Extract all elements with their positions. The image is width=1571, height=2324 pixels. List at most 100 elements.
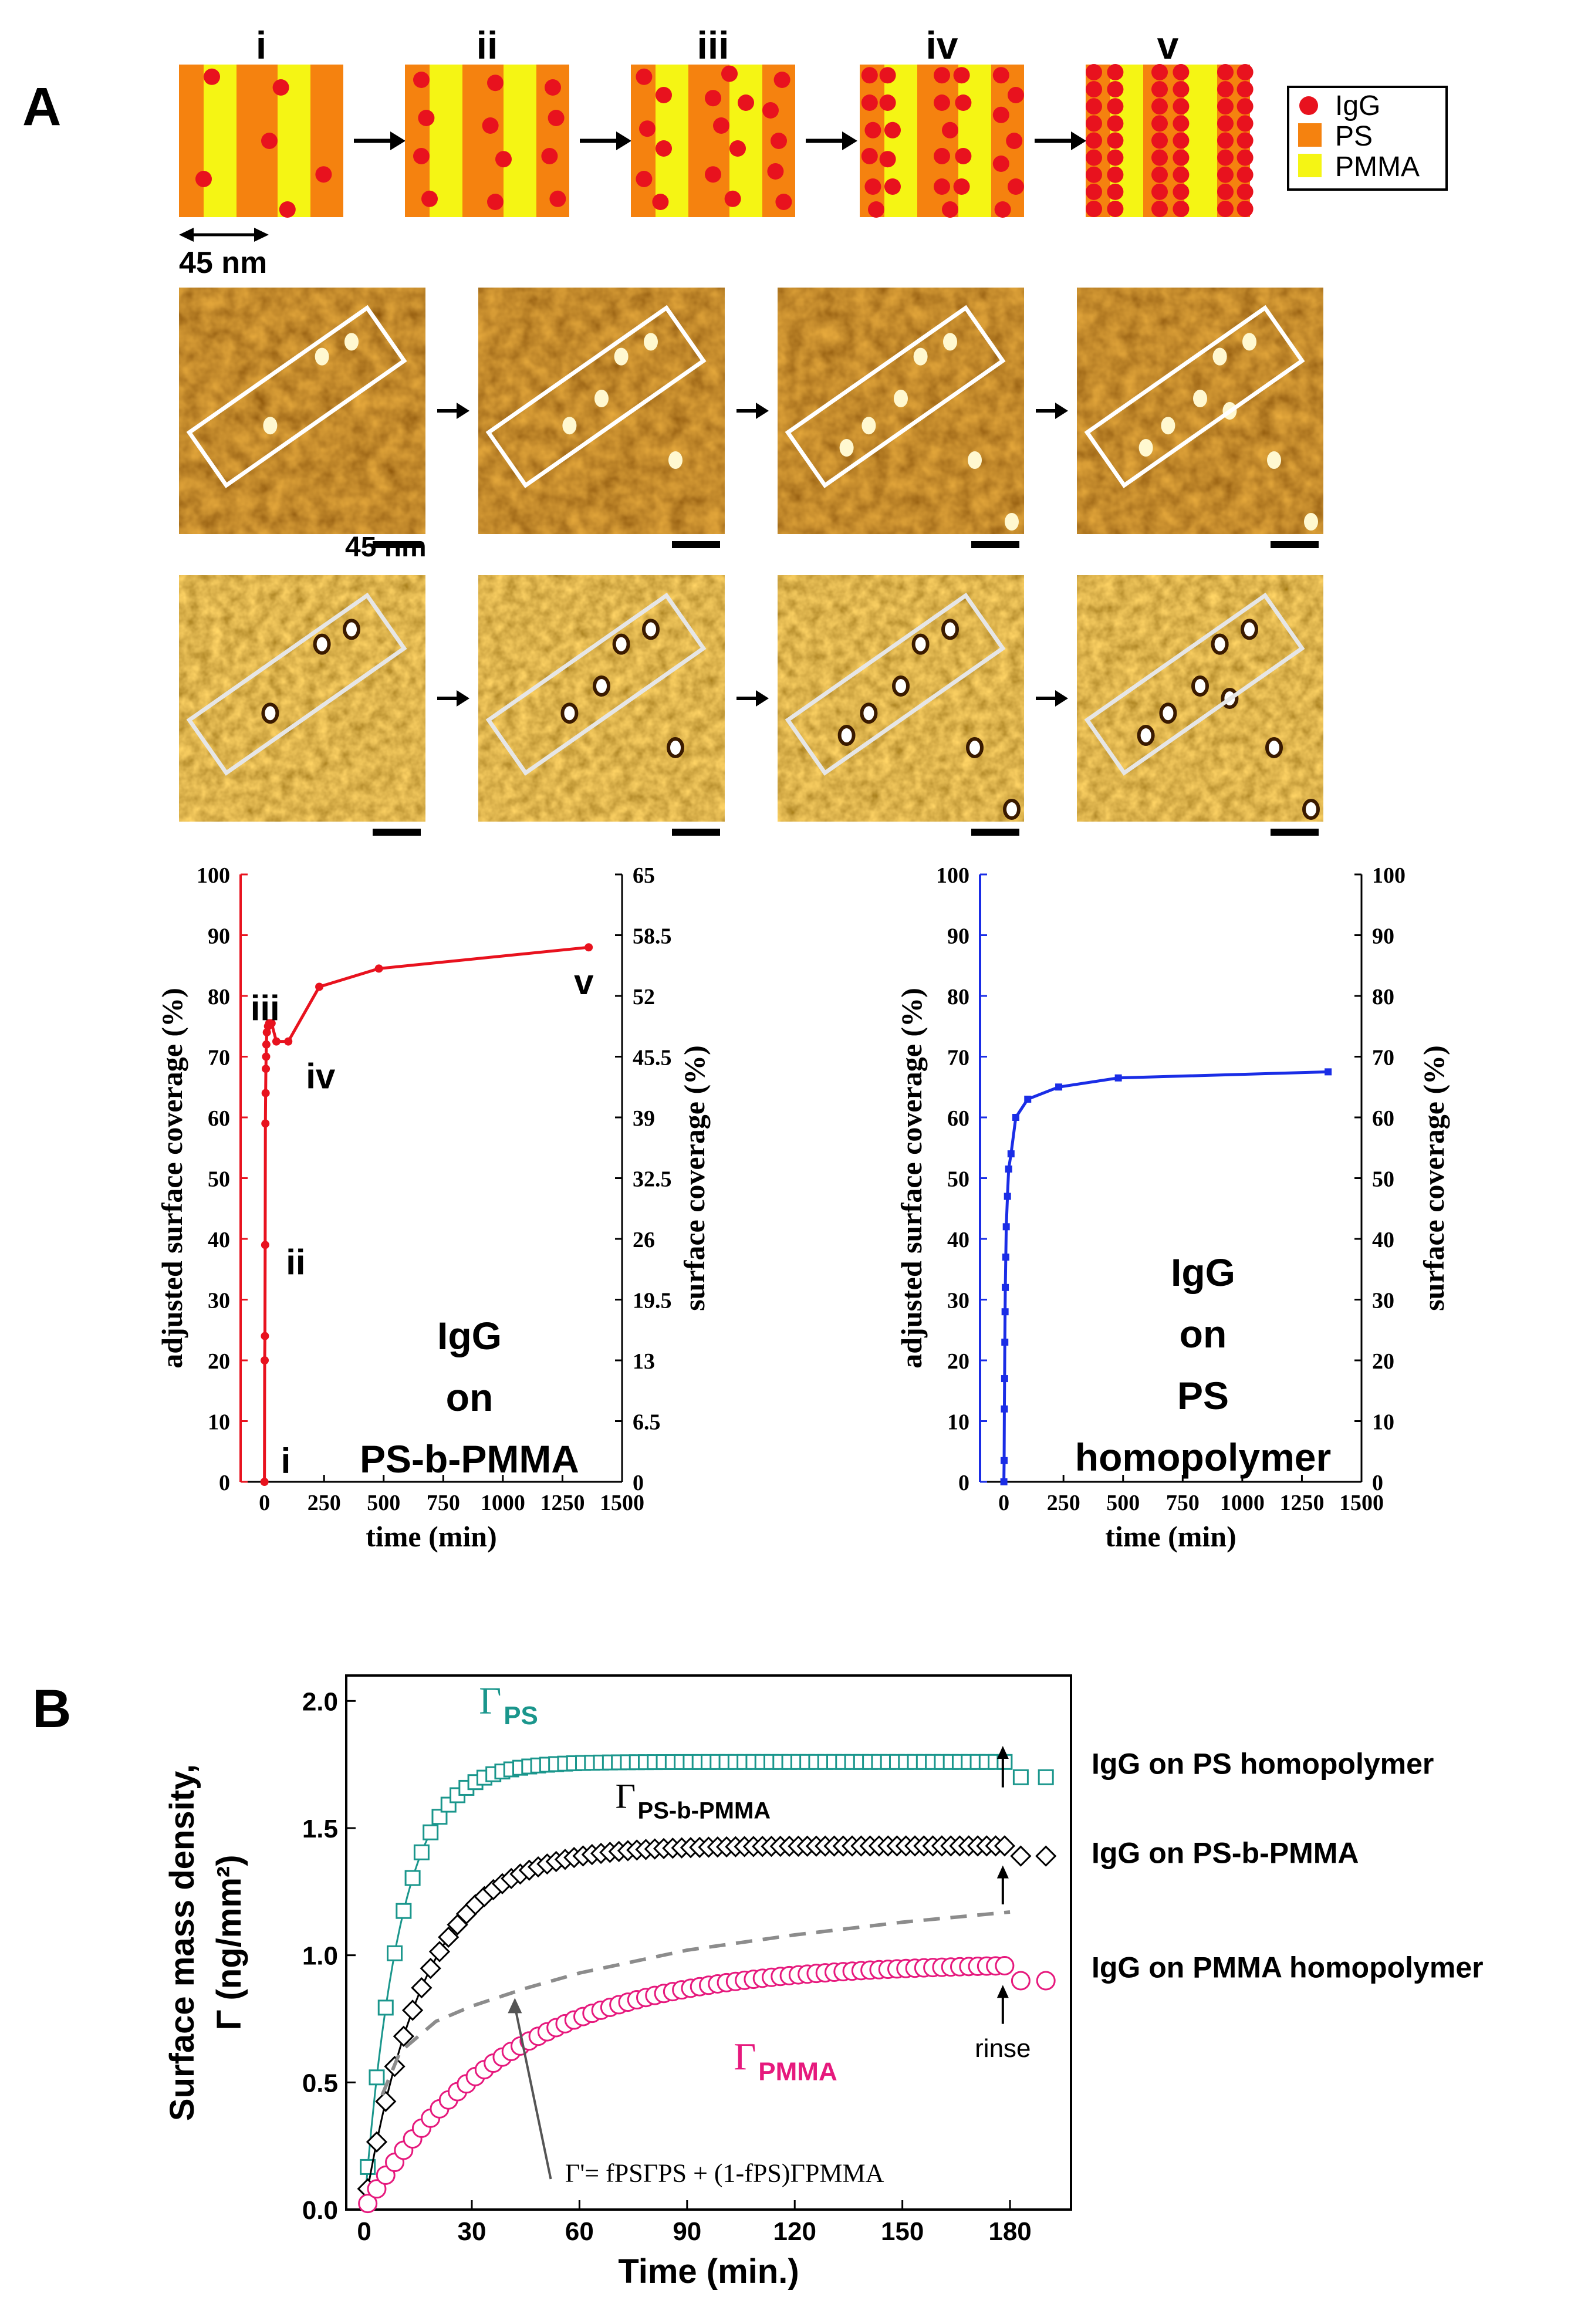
protein-spot: [313, 633, 331, 655]
igg-dot: [1173, 115, 1190, 132]
afm-image: [1077, 288, 1323, 548]
afm-image: [778, 288, 1024, 548]
igg-dot: [1217, 64, 1234, 80]
rinse-label: rinse: [975, 2034, 1031, 2063]
igg-dot: [1236, 132, 1254, 149]
highlight-rectangle: [785, 305, 1006, 488]
data-point: [261, 1119, 270, 1128]
protein-spot: [614, 347, 629, 366]
protein-spot: [1193, 390, 1207, 407]
protein-spot: [966, 737, 984, 758]
x-tick-label: 0: [998, 1491, 1009, 1515]
data-point: [1001, 1375, 1008, 1383]
igg-dot: [994, 201, 1011, 218]
data-point: [1011, 1971, 1031, 1991]
protein-spot: [943, 333, 957, 351]
igg-dot: [1107, 98, 1124, 115]
x-tick-label: 750: [1166, 1491, 1200, 1515]
igg-dot: [549, 190, 566, 207]
series-line: [1002, 1070, 1329, 1482]
scale-bar: [971, 541, 1019, 548]
protein-spot: [861, 417, 876, 435]
protein-spot: [344, 333, 359, 351]
data-point: [377, 1999, 394, 2016]
igg-dot: [773, 72, 790, 88]
protein-spot: [1242, 333, 1256, 351]
igg-dot: [1151, 183, 1168, 200]
y-axis-label: adjusted surface coverage (%): [895, 988, 928, 1368]
stage-point-label: v: [574, 962, 594, 1002]
arrow-head: [1055, 690, 1068, 707]
x-tick-label: 0: [259, 1491, 270, 1515]
legend-label: IgG: [1335, 90, 1380, 121]
chart-coverage-ps-homopolymer: 0 0 10 10 20 20 30 30 40 40 50 50 60 60 70 70 80 80 90 90 10…: [895, 863, 1450, 1553]
formula-arrow: [513, 2005, 552, 2180]
data-point: [393, 2025, 414, 2047]
schematic-stage-2: ii: [405, 23, 569, 217]
y-tick-label: 100: [936, 863, 969, 888]
igg-dot: [1217, 166, 1234, 183]
x-tick-label: 1000: [1220, 1491, 1265, 1515]
y2-tick-label: 45.5: [633, 1046, 672, 1070]
igg-dot: [545, 79, 561, 96]
protein-spot: [315, 347, 329, 366]
igg-dot: [868, 201, 884, 218]
chart-annotation: PS-b-PMMA: [360, 1437, 579, 1481]
igg-dot: [1236, 81, 1254, 98]
igg-dot: [1217, 132, 1234, 149]
igg-dot: [1173, 200, 1190, 217]
protein-spot: [612, 633, 630, 655]
y2-tick-label: 0: [1372, 1471, 1383, 1495]
data-point: [374, 964, 383, 973]
igg-dot: [1086, 183, 1102, 200]
protein-spot: [594, 390, 609, 407]
igg-dot: [1173, 149, 1190, 166]
y-tick-label: 100: [197, 863, 230, 888]
data-point: [1024, 1095, 1032, 1103]
data-point: [262, 1052, 271, 1061]
highlight-rectangle: [785, 592, 1006, 776]
protein-spot: [1137, 725, 1155, 746]
data-point: [1325, 1068, 1332, 1076]
igg-dot: [879, 94, 896, 111]
series-legend-label: IgG on PMMA homopolymer: [1092, 1951, 1484, 1984]
data-point: [1012, 1769, 1029, 1785]
igg-dot: [1236, 200, 1254, 217]
scale-arrow-head: [254, 228, 269, 242]
data-point: [262, 1028, 271, 1037]
igg-dot: [934, 67, 950, 84]
igg-dot: [261, 133, 278, 149]
y2-tick-label: 30: [1372, 1289, 1394, 1313]
legend-pmma-marker: [1298, 154, 1322, 177]
igg-dot: [1173, 183, 1190, 200]
schematic-scale-label: 45 nm: [179, 246, 267, 276]
label-gamma-psbpmma: Γ: [616, 1776, 636, 1815]
protein-spot: [968, 451, 982, 469]
igg-dot: [861, 94, 878, 111]
igg-dot: [1217, 98, 1234, 115]
igg-dot: [934, 94, 950, 111]
igg-dot: [1173, 132, 1190, 149]
data-point: [1002, 1283, 1009, 1291]
igg-dot: [1008, 178, 1024, 195]
data-point: [1038, 1769, 1054, 1785]
igg-dot: [656, 140, 672, 157]
igg-dot: [942, 201, 958, 218]
x-axis-label: time (min): [366, 1520, 497, 1553]
data-point: [1004, 1193, 1011, 1200]
y-tick-label: 30: [947, 1289, 969, 1313]
afm-texture: [778, 575, 1024, 822]
chart-annotation: IgG: [437, 1314, 502, 1357]
arrow-head: [457, 690, 469, 707]
arrow-head: [996, 1985, 1009, 1998]
afm-texture: [1077, 575, 1323, 822]
data-point: [272, 1037, 281, 1046]
series-diamond: [357, 1835, 1057, 2210]
igg-dot: [879, 67, 896, 84]
highlight-rectangle: [1084, 592, 1305, 776]
igg-dot: [775, 194, 792, 210]
y2-tick-label: 80: [1372, 985, 1394, 1009]
data-point: [260, 1478, 269, 1486]
data-point: [1001, 1338, 1009, 1346]
scale-bar: [971, 829, 1019, 836]
